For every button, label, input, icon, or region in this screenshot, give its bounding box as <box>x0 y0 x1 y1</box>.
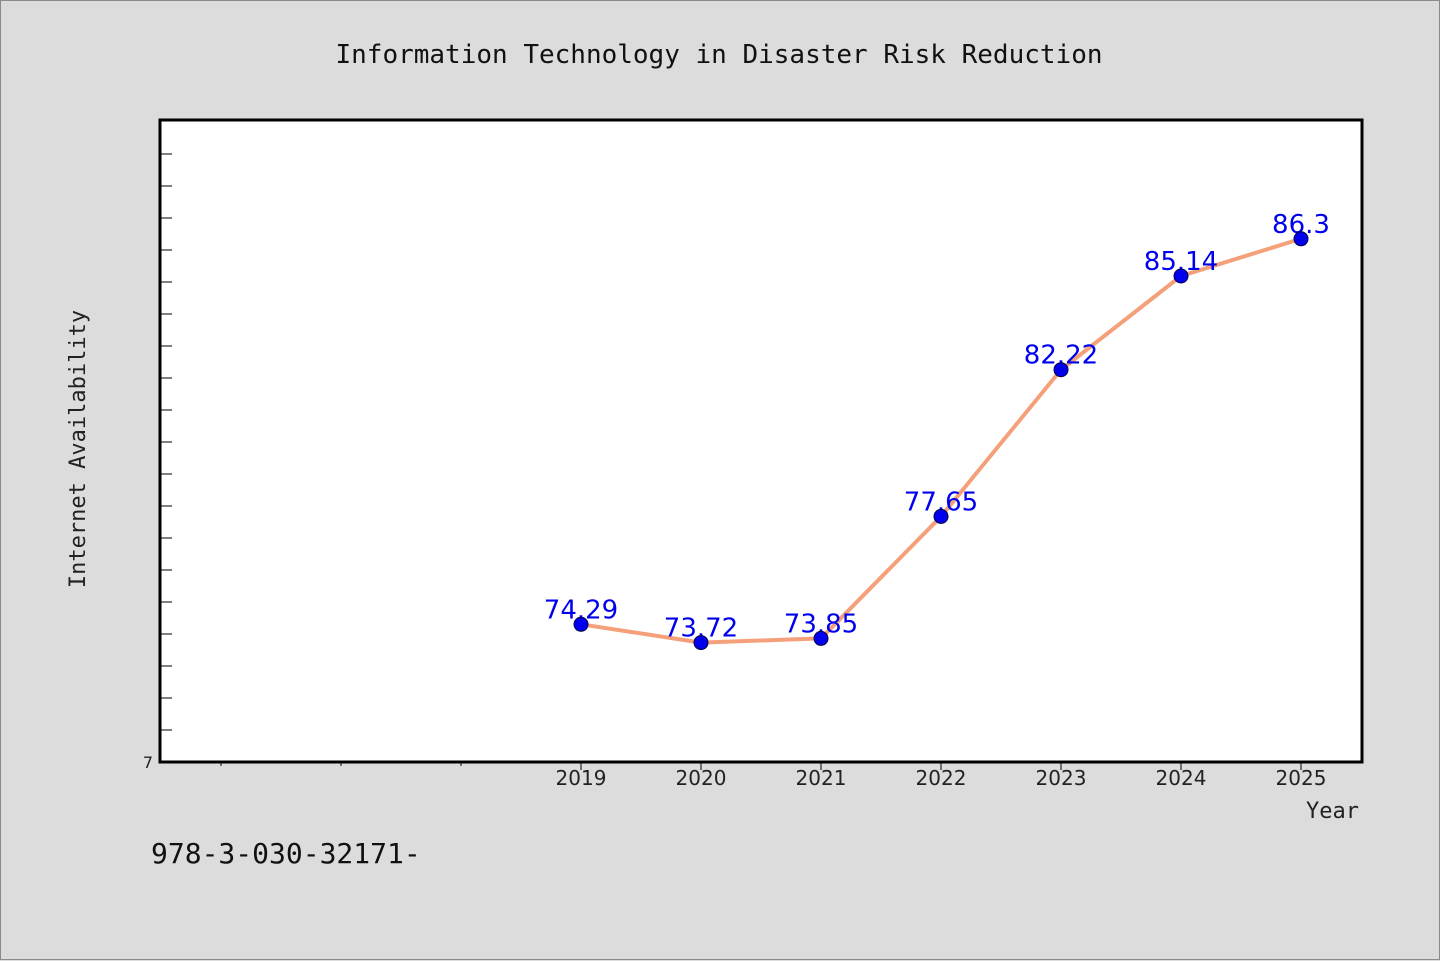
data-point <box>813 630 829 646</box>
y-axis-label: Internet Availability <box>66 310 91 588</box>
data-point <box>933 508 949 524</box>
x-axis-label: Year <box>1306 799 1359 824</box>
x-tick-label: 2025 <box>1276 766 1327 790</box>
x-tick-label: 2024 <box>1156 766 1207 790</box>
x-tick-label: 2023 <box>1036 766 1087 790</box>
chart-title: Information Technology in Disaster Risk … <box>335 40 1102 70</box>
plot-area <box>158 118 1364 764</box>
data-point <box>1173 268 1189 284</box>
x-axis-ticks: 2019 2020 2021 2022 2023 2024 2025 <box>220 762 1327 790</box>
footer-identifier: 978-3-030-32171- <box>151 837 421 870</box>
x-tick-label: 2021 <box>796 766 847 790</box>
data-point <box>1053 362 1069 378</box>
data-point <box>573 616 589 632</box>
y-axis-ticks <box>160 153 172 731</box>
data-point <box>693 635 709 651</box>
y-tick-label: 7 <box>143 753 153 772</box>
x-tick-label: 2019 <box>556 766 607 790</box>
x-tick-label: 2022 <box>916 766 967 790</box>
data-point <box>1293 231 1309 247</box>
x-tick-label: 2020 <box>676 766 727 790</box>
